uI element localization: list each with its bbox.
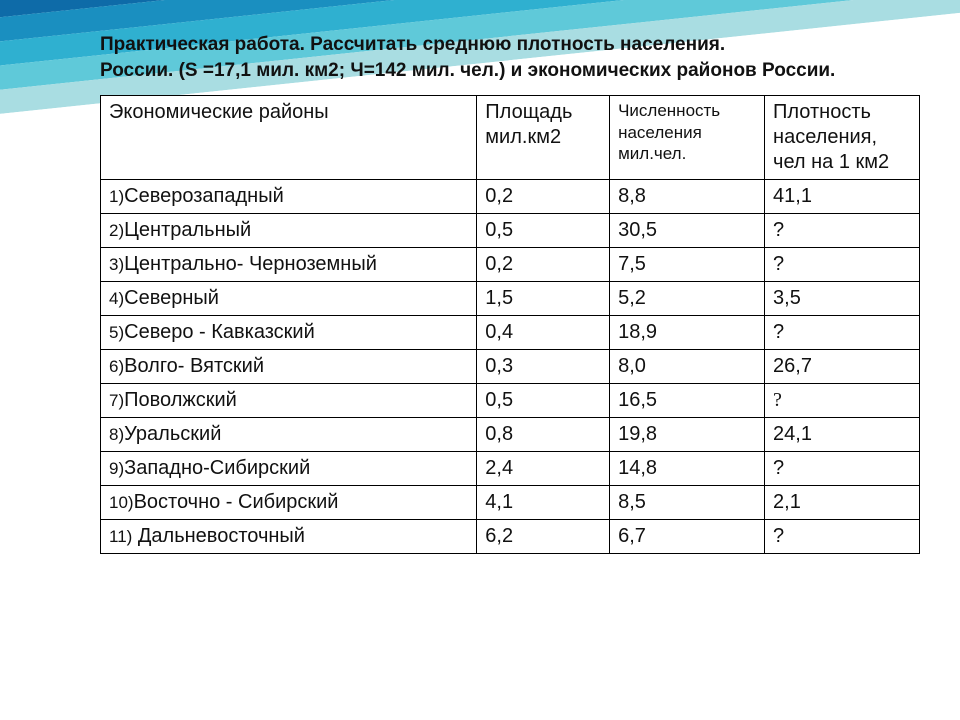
table-row: 10)Восточно - Сибирский4,18,52,1 [101,486,920,520]
cell-area: 0,5 [477,384,610,418]
table-body: 1)Северозападный0,28,841,12)Центральный0… [101,180,920,554]
row-number: 1) [109,187,124,206]
cell-region: 5)Северо - Кавказский [101,316,477,350]
cell-region: 7)Поволжский [101,384,477,418]
cell-population: 6,7 [610,520,765,554]
cell-density: ? [765,316,920,350]
row-number: 2) [109,221,124,240]
table-row: 6)Волго- Вятский0,38,026,7 [101,350,920,384]
col-header-area: Площадь мил.км2 [477,96,610,180]
cell-area: 0,2 [477,248,610,282]
cell-population: 16,5 [610,384,765,418]
cell-population: 30,5 [610,214,765,248]
col-header-density: Плотность населения, чел на 1 км2 [765,96,920,180]
cell-area: 0,5 [477,214,610,248]
cell-density: ? [765,384,920,418]
row-number: 6) [109,357,124,376]
cell-area: 0,4 [477,316,610,350]
cell-density: 41,1 [765,180,920,214]
cell-region: 2)Центральный [101,214,477,248]
cell-region: 4)Северный [101,282,477,316]
cell-area: 2,4 [477,452,610,486]
table-row: 5)Северо - Кавказский0,418,9? [101,316,920,350]
cell-density: 3,5 [765,282,920,316]
row-number: 10) [109,493,134,512]
cell-area: 1,5 [477,282,610,316]
cell-area: 0,3 [477,350,610,384]
cell-area: 4,1 [477,486,610,520]
cell-density: ? [765,214,920,248]
cell-population: 18,9 [610,316,765,350]
cell-density: 2,1 [765,486,920,520]
row-number: 11) [109,527,132,546]
table-row: 1)Северозападный0,28,841,1 [101,180,920,214]
row-number: 4) [109,289,124,308]
cell-population: 5,2 [610,282,765,316]
header-row: Экономические районы Площадь мил.км2 Чис… [101,96,920,180]
heading-line1: Практическая работа. Рассчитать среднюю … [100,34,725,55]
row-number: 5) [109,323,124,342]
cell-density: 24,1 [765,418,920,452]
row-number: 9) [109,459,124,478]
cell-region: 8)Уральский [101,418,477,452]
cell-area: 0,2 [477,180,610,214]
slide-content: Практическая работа. Рассчитать среднюю … [0,0,960,554]
cell-region: 9)Западно-Сибирский [101,452,477,486]
table-row: 9)Западно-Сибирский2,414,8? [101,452,920,486]
row-number: 8) [109,425,124,444]
table-row: 11) Дальневосточный6,26,7? [101,520,920,554]
table-row: 8)Уральский0,819,824,1 [101,418,920,452]
row-number: 7) [109,391,124,410]
cell-area: 6,2 [477,520,610,554]
cell-density: ? [765,520,920,554]
table-head: Экономические районы Площадь мил.км2 Чис… [101,96,920,180]
table-row: 2)Центральный0,530,5? [101,214,920,248]
data-table: Экономические районы Площадь мил.км2 Чис… [100,95,920,554]
heading-line2: России. (S =17,1 мил. км2; Ч=142 мил. че… [100,60,835,81]
cell-population: 8,8 [610,180,765,214]
cell-density: ? [765,452,920,486]
row-number: 3) [109,255,124,274]
cell-population: 19,8 [610,418,765,452]
cell-population: 14,8 [610,452,765,486]
cell-area: 0,8 [477,418,610,452]
cell-population: 8,5 [610,486,765,520]
cell-population: 8,0 [610,350,765,384]
cell-region: 10)Восточно - Сибирский [101,486,477,520]
table-row: 3)Центрально- Черноземный0,27,5? [101,248,920,282]
table-row: 4)Северный1,55,23,5 [101,282,920,316]
cell-region: 11) Дальневосточный [101,520,477,554]
cell-region: 6)Волго- Вятский [101,350,477,384]
cell-population: 7,5 [610,248,765,282]
cell-density: ? [765,248,920,282]
cell-region: 1)Северозападный [101,180,477,214]
heading: Практическая работа. Рассчитать среднюю … [100,32,860,83]
cell-density: 26,7 [765,350,920,384]
col-header-population: Численность населения мил.чел. [610,96,765,180]
cell-region: 3)Центрально- Черноземный [101,248,477,282]
table-row: 7)Поволжский0,516,5? [101,384,920,418]
col-header-regions: Экономические районы [101,96,477,180]
